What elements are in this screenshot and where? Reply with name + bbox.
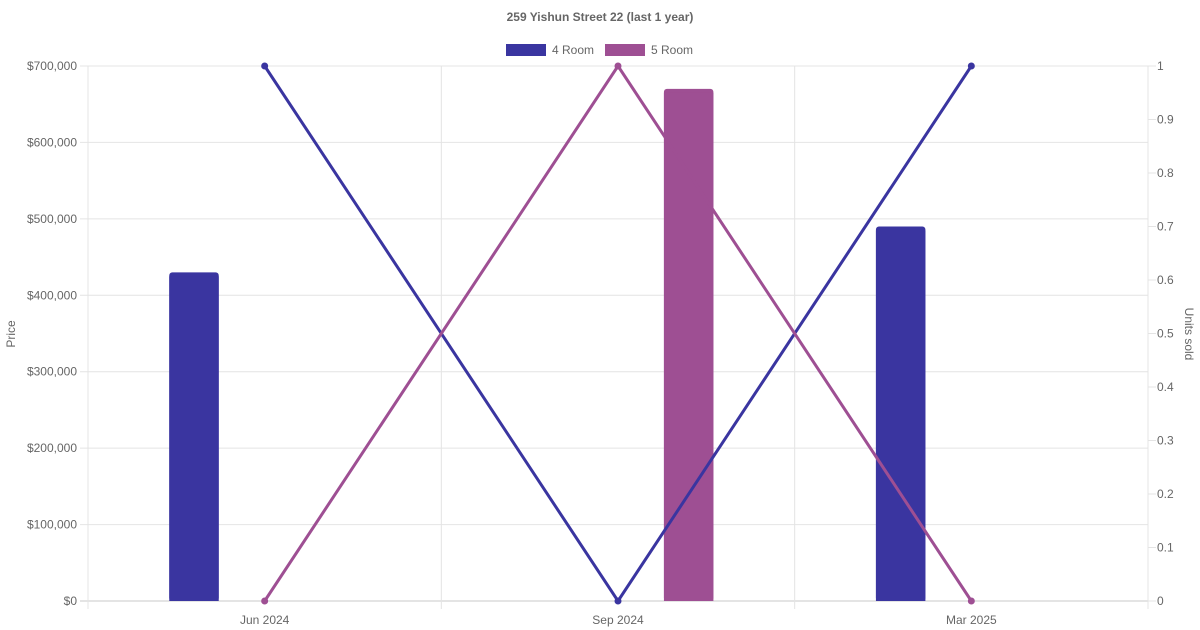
y2-tick-label: 0 xyxy=(1157,594,1164,608)
y-tick-label: $600,000 xyxy=(27,135,77,149)
y-tick-label: $700,000 xyxy=(27,59,77,73)
y-tick-label: $100,000 xyxy=(27,518,77,532)
data-point[interactable] xyxy=(261,597,269,605)
y2-tick-label: 0.5 xyxy=(1157,327,1174,341)
legend-swatch-4-room[interactable] xyxy=(506,44,546,56)
series-line xyxy=(263,63,973,602)
lines xyxy=(261,62,975,605)
y-axis-left: $0 $100,000 $200,000 $300,000 $400,000 $500,0… xyxy=(27,59,77,608)
y-tick-label: $200,000 xyxy=(27,441,77,455)
bar-base xyxy=(875,230,926,601)
bars xyxy=(169,88,926,601)
y-tick-label: $0 xyxy=(64,594,78,608)
data-point[interactable] xyxy=(614,62,622,70)
y2-tick-label: 0.3 xyxy=(1157,434,1174,448)
legend-label-4-room[interactable]: 4 Room xyxy=(552,43,594,57)
y2-tick-label: 0.4 xyxy=(1157,380,1174,394)
y-tick-label: $300,000 xyxy=(27,365,77,379)
series-line xyxy=(263,65,973,604)
y2-tick-label: 0.1 xyxy=(1157,541,1174,555)
y-tick-label: $500,000 xyxy=(27,212,77,226)
legend: 4 Room 5 Room xyxy=(506,43,693,57)
legend-swatch-5-room[interactable] xyxy=(605,44,645,56)
y2-tick-label: 0.9 xyxy=(1157,113,1174,127)
y2-tick-label: 0.2 xyxy=(1157,487,1174,501)
data-point[interactable] xyxy=(614,597,622,605)
x-tick-label: Jun 2024 xyxy=(240,613,290,627)
bar-base xyxy=(169,276,219,601)
y-axis-right-label: Units sold xyxy=(1182,308,1196,361)
y2-tick-label: 0.6 xyxy=(1157,273,1174,287)
gridlines xyxy=(80,65,1149,609)
chart-title: 259 Yishun Street 22 (last 1 year) xyxy=(507,10,694,24)
y-tick-label: $400,000 xyxy=(27,288,77,302)
bar-base xyxy=(663,92,714,601)
legend-label-5-room[interactable]: 5 Room xyxy=(651,43,693,57)
y2-tick-label: 0.7 xyxy=(1157,220,1174,234)
y-axis-right: 0 0.1 0.2 0.3 0.4 0.5 0.6 0.7 0.8 0.9 1 xyxy=(1148,59,1174,608)
y-axis-left-label: Price xyxy=(4,320,18,348)
y2-tick-label: 0.8 xyxy=(1157,166,1174,180)
x-tick-label: Sep 2024 xyxy=(592,613,644,627)
x-axis: Jun 2024 Sep 2024 Mar 2025 xyxy=(240,613,997,627)
data-point[interactable] xyxy=(967,62,975,70)
data-point[interactable] xyxy=(261,62,269,70)
x-tick-label: Mar 2025 xyxy=(946,613,997,627)
y2-tick-label: 1 xyxy=(1157,59,1164,73)
data-point[interactable] xyxy=(967,597,975,605)
